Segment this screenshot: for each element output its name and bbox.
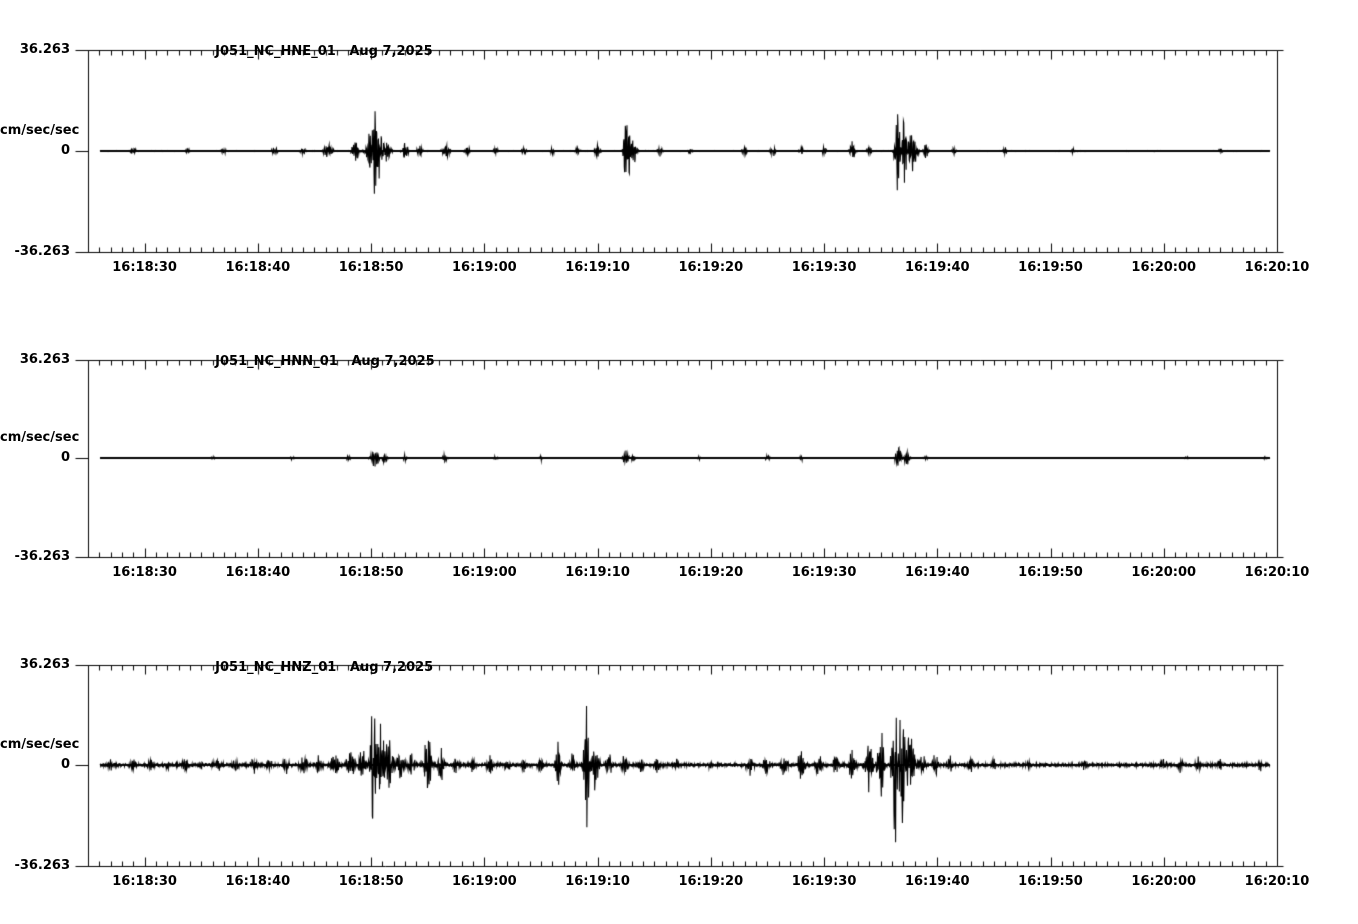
x-axis-tick-label: 16:20:00 (1131, 874, 1197, 889)
x-axis-tick-label: 16:19:40 (904, 874, 970, 889)
x-axis-tick-label: 16:20:10 (1244, 874, 1310, 889)
date-label-hnz: Aug 7,2025 (349, 660, 434, 675)
x-axis-tick-label: 16:19:20 (678, 874, 744, 889)
y-axis-unit-label-hnz: cm/sec/sec (0, 737, 80, 752)
x-axis-tick-label: 16:18:30 (112, 874, 177, 889)
y-axis-zero-label-hnz: 0 (60, 757, 70, 772)
title-gap (336, 660, 350, 675)
y-axis-max-label-hnz: 36.263 (19, 657, 70, 672)
channel-label-hnz: J051_NC_HNZ_01 (215, 660, 337, 675)
x-axis-tick-label: 16:18:50 (338, 874, 404, 889)
x-axis-tick-label: 16:19:10 (565, 874, 630, 889)
x-axis-tick-label: 16:18:40 (225, 874, 291, 889)
panel-title-hnz: J051_NC_HNZ_01 Aug 7,2025 (188, 647, 433, 689)
x-axis-tick-label: 16:19:30 (791, 874, 857, 889)
y-axis-min-label-hnz: -36.263 (14, 858, 70, 873)
x-axis-tick-label: 16:19:50 (1018, 874, 1083, 889)
x-axis-tick-label: 16:19:00 (451, 874, 517, 889)
